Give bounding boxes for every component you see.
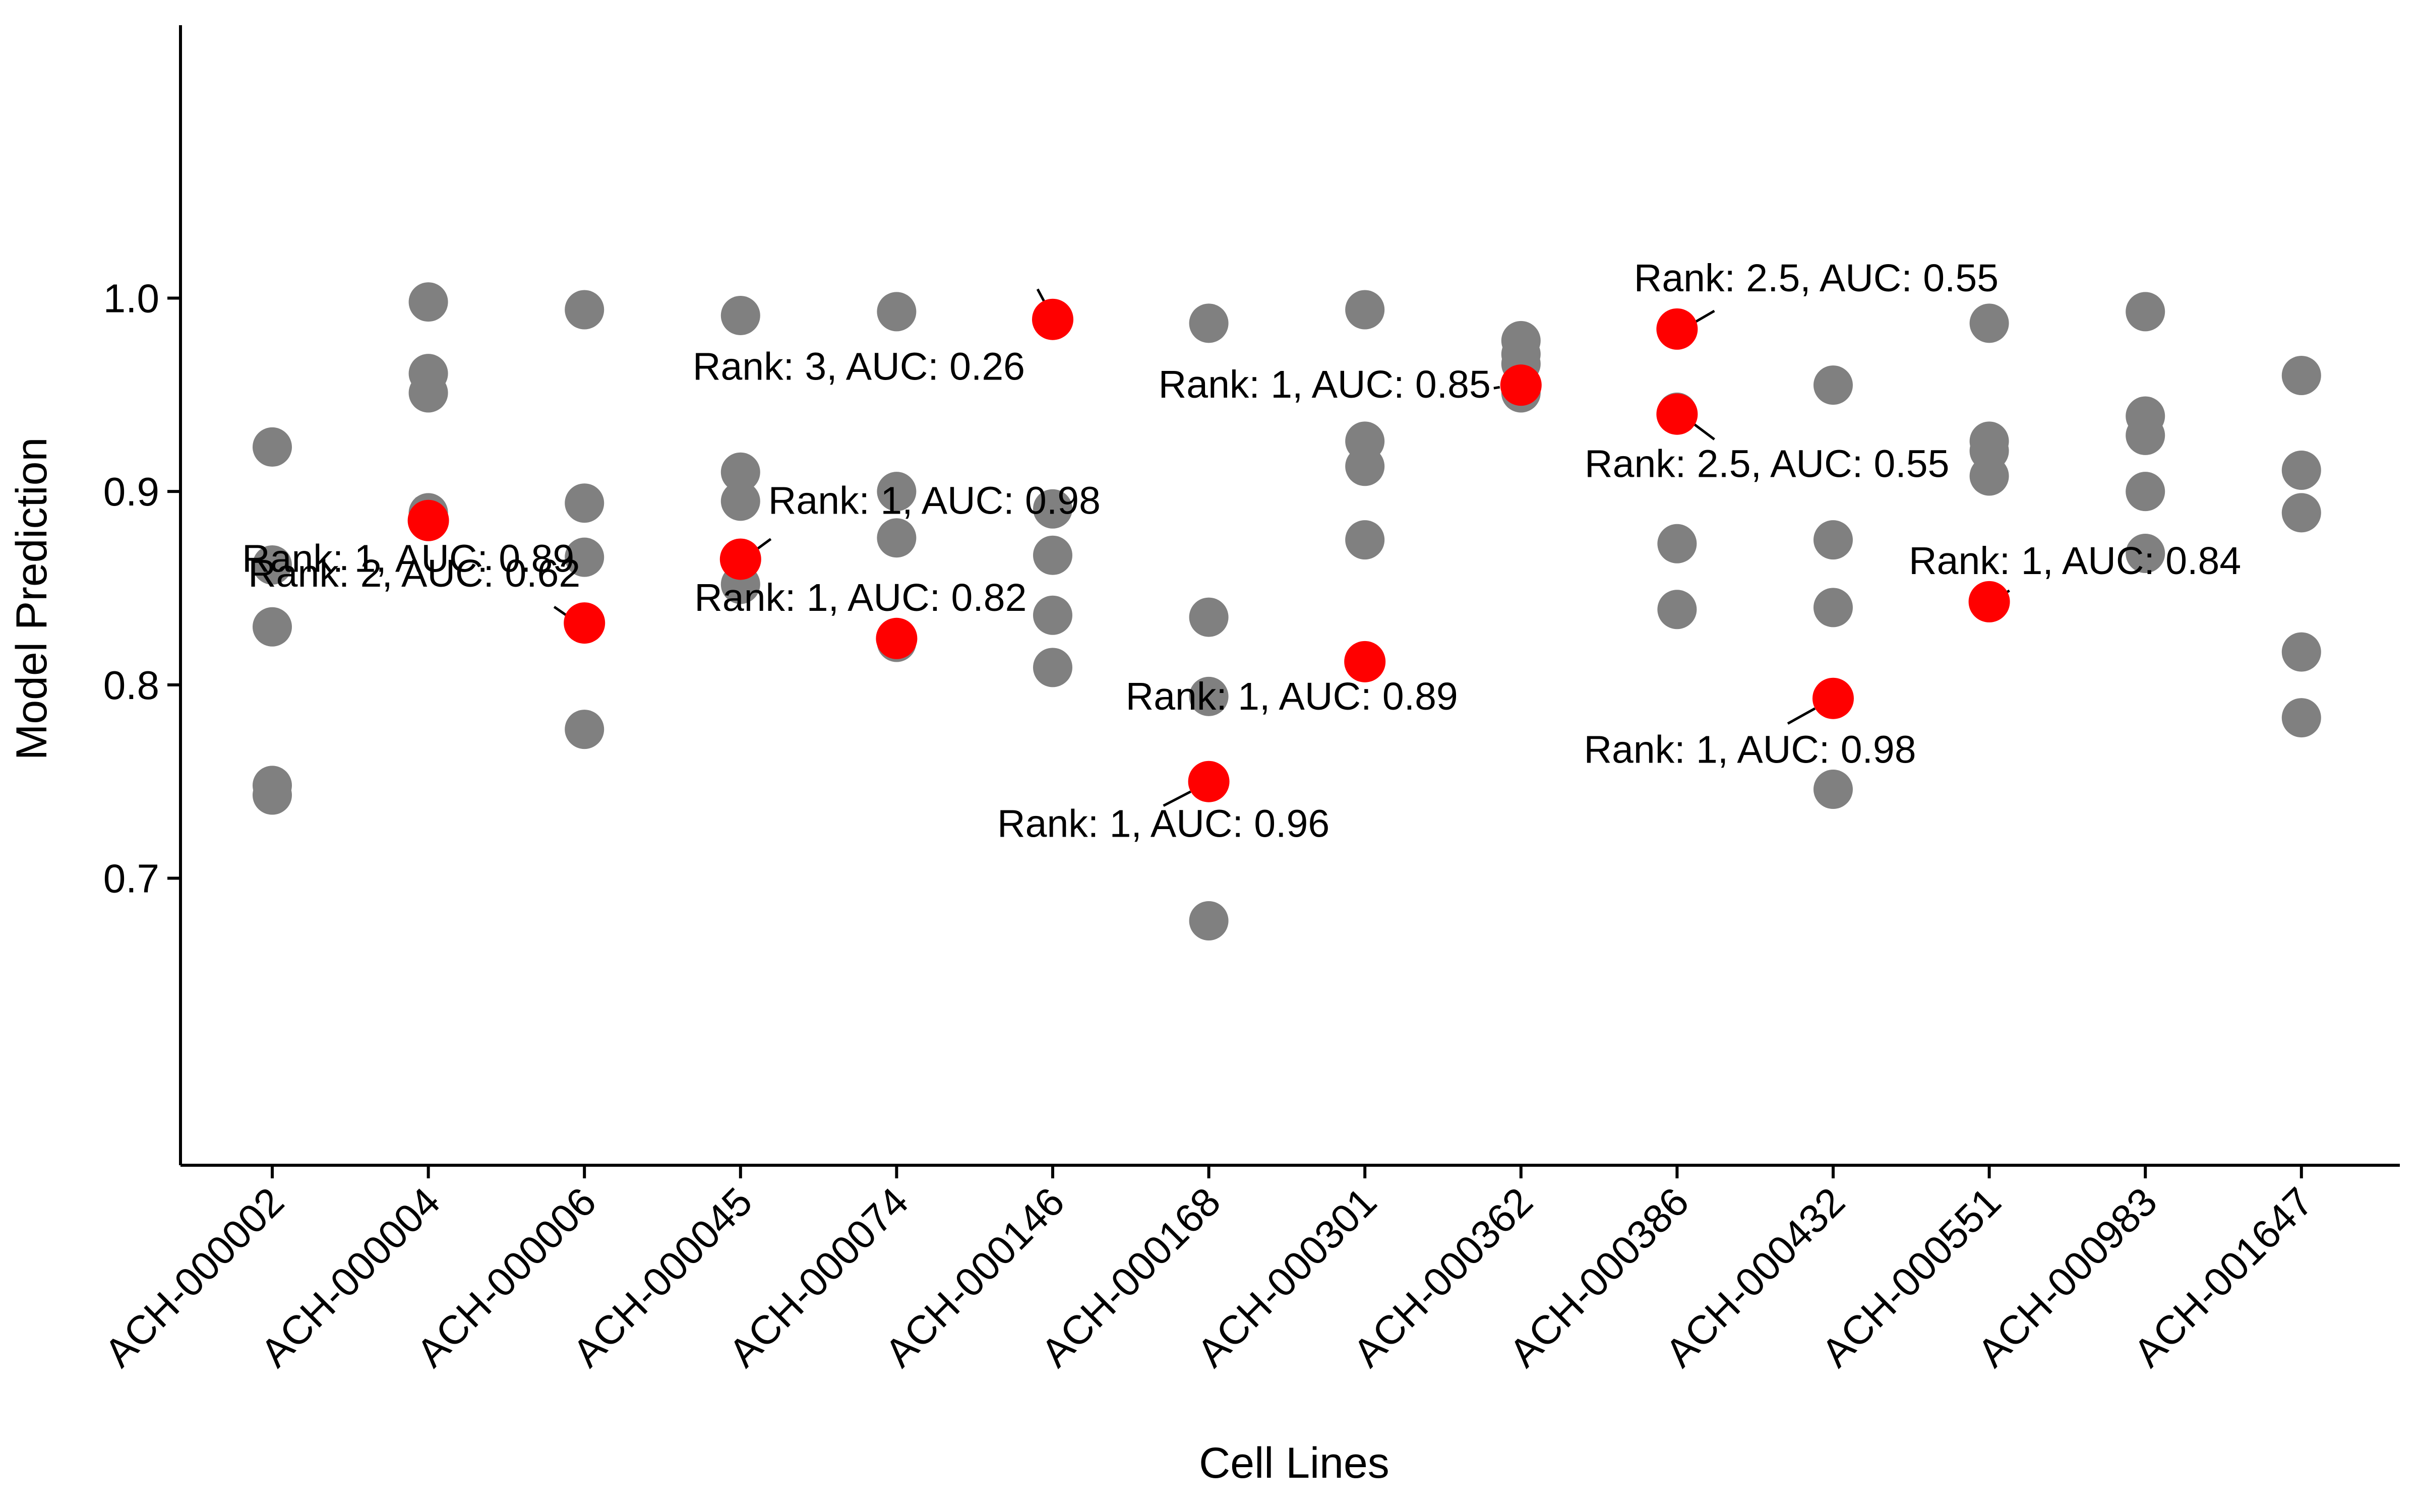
data-point: [1033, 535, 1072, 575]
point-annotation: Rank: 2, AUC: 0.62: [248, 552, 580, 595]
highlight-point: [719, 538, 761, 580]
leader-line: [1693, 423, 1715, 440]
point-annotation: Rank: 3, AUC: 0.26: [693, 345, 1025, 389]
highlight-point: [1812, 677, 1854, 719]
points-layer: [253, 282, 2321, 940]
data-point: [877, 472, 917, 512]
data-point: [877, 292, 917, 332]
data-point: [720, 481, 760, 521]
data-point: [1345, 447, 1385, 486]
data-point: [253, 427, 292, 467]
highlight-point: [1656, 393, 1698, 435]
point-annotation: Rank: 1, AUC: 0.89: [1126, 675, 1458, 718]
data-point: [1189, 597, 1229, 637]
highlight-point: [407, 499, 449, 541]
data-point: [565, 290, 604, 330]
data-point: [1813, 770, 1853, 809]
leader-line: [1163, 790, 1191, 807]
highlight-point: [1968, 581, 2010, 622]
data-point: [253, 607, 292, 647]
highlight-point: [564, 602, 606, 644]
point-annotation: Rank: 1, AUC: 0.98: [768, 479, 1101, 522]
data-point: [2126, 472, 2165, 512]
highlight-point: [1032, 298, 1073, 340]
point-annotation: Rank: 2.5, AUC: 0.55: [1634, 257, 1999, 300]
data-point: [1813, 520, 1853, 560]
y-tick-label: 1.0: [103, 276, 159, 321]
data-point: [877, 518, 917, 558]
data-point: [1813, 365, 1853, 405]
leader-line: [755, 538, 772, 551]
data-point: [1345, 520, 1385, 560]
data-point: [2126, 533, 2165, 573]
data-point: [1657, 524, 1697, 563]
data-point: [1969, 303, 2009, 343]
leader-line: [1695, 309, 1715, 324]
data-point: [565, 537, 604, 577]
point-annotation: Rank: 1, AUC: 0.84: [1909, 539, 2241, 583]
point-annotation: Rank: 1, AUC: 0.82: [694, 576, 1026, 619]
data-point: [1189, 303, 1229, 343]
data-point: [1969, 456, 2009, 496]
point-annotation: Rank: 1, AUC: 0.89: [242, 537, 574, 581]
data-point: [1033, 489, 1072, 529]
data-point: [1033, 648, 1072, 687]
y-axis-title: Model Prediction: [8, 437, 56, 761]
x-axis-title: Cell Lines: [1199, 1439, 1389, 1487]
data-point: [2281, 632, 2321, 672]
highlight-point: [1188, 761, 1230, 802]
leader-line: [553, 606, 568, 617]
data-point: [2281, 698, 2321, 738]
highlight-point: [1344, 641, 1386, 682]
data-point: [1189, 901, 1229, 940]
point-annotation: Rank: 1, AUC: 0.98: [1584, 728, 1916, 772]
y-tick-label: 0.9: [103, 469, 159, 514]
highlight-point: [1500, 364, 1542, 406]
data-point: [1657, 590, 1697, 629]
y-tick-label: 0.7: [103, 856, 159, 901]
y-tick-label: 0.8: [103, 663, 159, 708]
leader-line: [1493, 386, 1500, 390]
data-point: [565, 483, 604, 523]
data-point: [720, 452, 760, 492]
leader-line: [1787, 707, 1816, 725]
data-point: [565, 710, 604, 749]
point-annotation: Rank: 1, AUC: 0.85: [1159, 363, 1491, 406]
point-annotation: Rank: 2.5, AUC: 0.55: [1585, 443, 1949, 486]
data-point: [2281, 493, 2321, 533]
highlight-point: [876, 617, 918, 659]
data-point: [1345, 290, 1385, 330]
data-point: [1033, 595, 1072, 635]
data-point: [2281, 450, 2321, 490]
data-point: [253, 545, 292, 585]
point-annotation: Rank: 1, AUC: 0.96: [997, 802, 1329, 846]
data-point: [720, 296, 760, 336]
data-point: [1189, 676, 1229, 716]
data-point: [408, 373, 448, 413]
highlight-point: [1656, 308, 1698, 350]
data-point: [2126, 292, 2165, 332]
data-point: [253, 775, 292, 815]
data-point: [408, 282, 448, 322]
data-point: [1813, 588, 1853, 627]
data-point: [2281, 355, 2321, 395]
data-point: [2126, 415, 2165, 455]
